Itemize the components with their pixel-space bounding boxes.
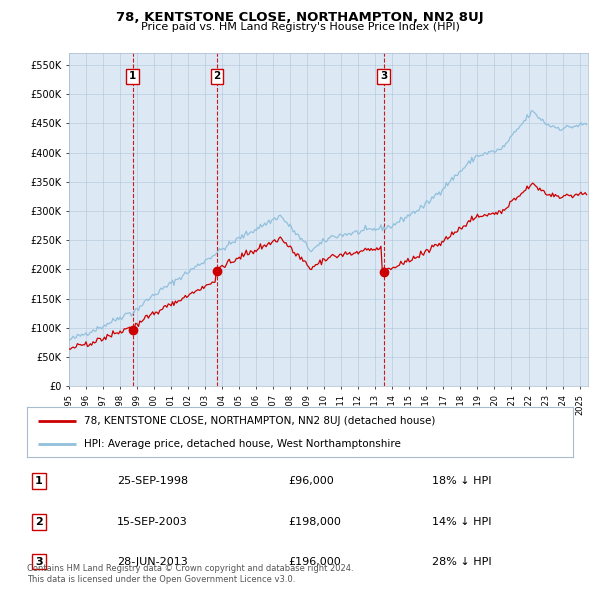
Text: £196,000: £196,000 — [288, 557, 341, 566]
Text: 28% ↓ HPI: 28% ↓ HPI — [432, 557, 491, 566]
Text: £96,000: £96,000 — [288, 476, 334, 486]
Text: 25-SEP-1998: 25-SEP-1998 — [117, 476, 188, 486]
Text: 15-SEP-2003: 15-SEP-2003 — [117, 517, 188, 527]
Text: 18% ↓ HPI: 18% ↓ HPI — [432, 476, 491, 486]
Text: 1: 1 — [129, 71, 136, 81]
Text: 2: 2 — [35, 517, 43, 527]
Text: 3: 3 — [35, 557, 43, 566]
Text: 78, KENTSTONE CLOSE, NORTHAMPTON, NN2 8UJ: 78, KENTSTONE CLOSE, NORTHAMPTON, NN2 8U… — [116, 11, 484, 24]
Text: This data is licensed under the Open Government Licence v3.0.: This data is licensed under the Open Gov… — [27, 575, 295, 584]
Text: 3: 3 — [380, 71, 387, 81]
Text: £198,000: £198,000 — [288, 517, 341, 527]
Text: 1: 1 — [35, 476, 43, 486]
Text: 28-JUN-2013: 28-JUN-2013 — [117, 557, 188, 566]
Text: 2: 2 — [214, 71, 221, 81]
Text: Price paid vs. HM Land Registry's House Price Index (HPI): Price paid vs. HM Land Registry's House … — [140, 22, 460, 32]
Text: 78, KENTSTONE CLOSE, NORTHAMPTON, NN2 8UJ (detached house): 78, KENTSTONE CLOSE, NORTHAMPTON, NN2 8U… — [85, 415, 436, 425]
Text: Contains HM Land Registry data © Crown copyright and database right 2024.: Contains HM Land Registry data © Crown c… — [27, 565, 353, 573]
Text: HPI: Average price, detached house, West Northamptonshire: HPI: Average price, detached house, West… — [85, 439, 401, 449]
Text: 14% ↓ HPI: 14% ↓ HPI — [432, 517, 491, 527]
